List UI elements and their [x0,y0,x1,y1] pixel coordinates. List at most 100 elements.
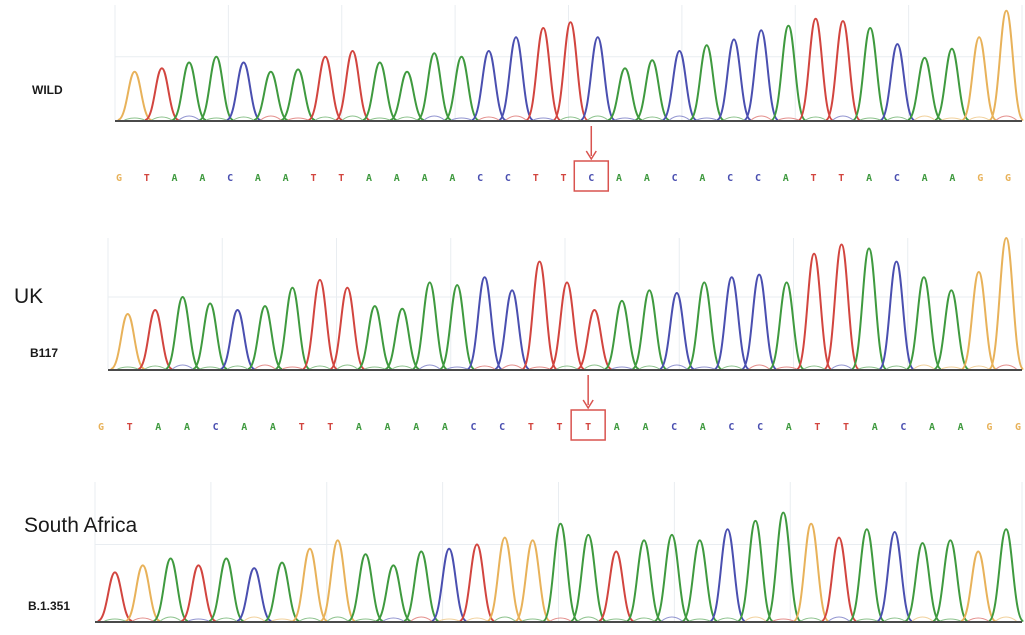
trace-peak-T [576,309,613,370]
base-call: A [699,173,705,184]
trace-noise [369,117,391,121]
mutation-highlight-box [570,409,606,441]
base-call: T [533,173,539,184]
trace-noise [271,618,293,622]
base-calls-layer: G T A A C A A T T A A A A C C T T C A A C A C C A T T A C A A G G G T A A C A A… [98,173,1021,433]
trace-noise [287,117,309,121]
trace-noise [805,116,827,121]
trace-peak-A [439,284,476,370]
trace-noise [501,364,523,370]
base-call: A [255,173,261,184]
grid-layer [94,5,1023,621]
base-call: C [727,173,733,184]
trace-noise [396,116,418,121]
trace-noise [342,115,364,121]
trace-noise [995,115,1017,121]
base-call: A [614,422,620,433]
trace-peak-A [192,302,229,370]
trace-peak-A [607,67,643,121]
trace-peak-C [658,292,695,370]
base-call: T [338,173,344,184]
trace-peak-G [117,70,153,121]
trace-noise [696,117,718,121]
trace-peak-T [137,309,173,370]
trace-noise [693,366,715,370]
trace-noise [803,365,825,370]
trace-noise [967,617,989,622]
trace-noise [689,618,711,622]
trace-noise [556,365,578,370]
uk-variant-label: UK [14,285,44,308]
trace-noise [494,616,516,622]
trace-noise [254,364,276,370]
trace-peak-A [356,305,393,370]
trace-noise [549,617,572,622]
base-call: T [585,422,591,433]
trace-layer [95,9,1025,623]
trace-peak-T [144,67,180,121]
base-call: G [1015,422,1021,433]
trace-noise [669,115,690,121]
trace-noise [856,618,878,622]
trace-peak-A [686,281,723,370]
wild-sample-label: WILD [32,83,63,97]
base-call: A [199,173,205,184]
trace-peak-G [124,564,161,622]
trace-peak-G [319,539,356,622]
trace-peak-G [960,271,997,370]
trace-noise [446,366,468,370]
trace-noise [327,616,349,622]
trace-peak-A [152,557,189,622]
base-call: C [505,173,511,184]
trace-noise [614,117,636,121]
trace-noise [995,364,1017,370]
trace-noise [941,117,963,121]
trace-noise [638,365,660,370]
base-call: T [310,173,316,184]
base-call: G [977,173,983,184]
trace-noise [410,616,432,622]
trace-noise [940,366,962,370]
trace-noise [260,115,282,121]
trace-noise [314,116,336,121]
trace-noise [884,617,906,622]
trace-noise [716,617,739,622]
trace-noise [666,364,688,370]
trace-peak-A [852,26,889,121]
trace-noise [117,366,139,370]
trace-noise [227,365,249,370]
trace-peak-A [737,519,774,622]
trace-noise [828,616,850,622]
trace-noise [859,117,881,121]
base-call: A [642,422,648,433]
base-call: A [422,173,428,184]
trace-peak-A [932,539,969,622]
trace-noise [832,115,854,121]
trace-peak-A [542,522,579,622]
trace-noise [423,115,445,121]
trace-noise [419,364,441,370]
trace-peak-A [987,528,1025,622]
trace-noise [560,116,581,121]
trace-peak-C [713,276,750,370]
base-call: A [241,422,247,433]
trace-peak-T [458,543,496,622]
base-call: C [757,422,763,433]
trace-noise [723,116,745,121]
base-call: A [366,173,372,184]
trace-peak-A [681,539,718,622]
base-call: A [172,173,178,184]
trace-peak-C [466,276,503,370]
base-call: A [449,173,455,184]
trace-noise [233,116,254,121]
trace-peak-A [851,247,887,370]
trace-peak-A [274,286,311,370]
trace-peak-A [625,539,663,622]
trace-noise [215,617,237,622]
base-call: G [1005,173,1011,184]
b1351-sample-label: B.1.351 [28,599,71,613]
trace-noise [151,116,173,121]
base-call: A [385,422,391,433]
base-call: C [894,173,900,184]
